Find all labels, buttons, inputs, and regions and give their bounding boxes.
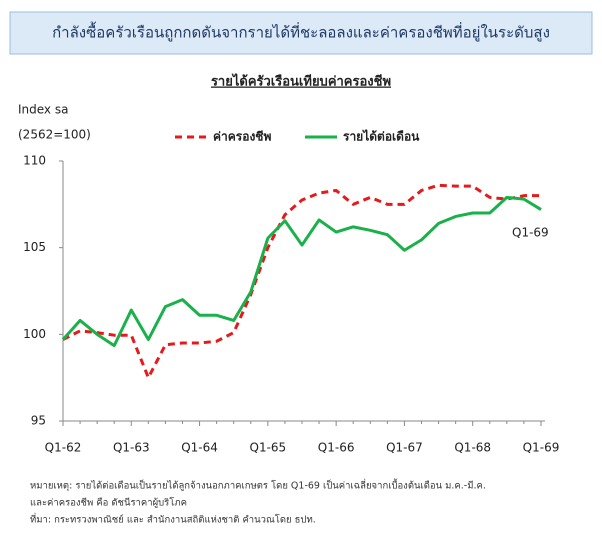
x-tick-label: Q1-63	[113, 441, 150, 455]
annotation: Q1-69	[512, 226, 549, 240]
y-axis-note: (2562=100)	[18, 128, 91, 142]
legend-label: ค่าครองชีพ	[213, 130, 271, 144]
y-tick-label: 105	[23, 240, 46, 254]
x-tick-label: Q1-65	[250, 441, 287, 455]
y-axis-label: Index sa	[18, 103, 68, 117]
x-tick-label: Q1-67	[386, 441, 423, 455]
series-line	[61, 195, 542, 348]
footnote: หมายเหตุ: รายได้ต่อเดือนเป็นรายได้ลูกจ้า…	[30, 479, 486, 492]
banner-title: กำลังซื้อครัวเรือนถูกกดดันจากรายได้ที่ชะ…	[52, 22, 550, 42]
banner-box	[9, 11, 593, 55]
y-tick-label: 95	[31, 414, 46, 428]
x-tick-label: Q1-64	[181, 441, 218, 455]
x-tick-label: Q1-66	[318, 441, 355, 455]
chart-title: รายได้ครัวเรือนเทียบค่าครองชีพ	[211, 73, 391, 90]
y-tick-label: 110	[23, 154, 46, 168]
footnote: และค่าครองชีพ คือ ดัชนีราคาผู้บริโภค	[30, 497, 187, 509]
series-line	[62, 183, 541, 380]
legend-label: รายได้ต่อเดือน	[343, 129, 420, 144]
x-tick-label: Q1-69	[523, 441, 560, 455]
footnote: ที่มา: กระทรวงพาณิชย์ และ สำนักงานสถิติแ…	[30, 513, 316, 526]
x-tick-label: Q1-68	[454, 441, 491, 455]
y-tick-label: 100	[23, 327, 46, 341]
x-tick-label: Q1-62	[45, 441, 82, 455]
